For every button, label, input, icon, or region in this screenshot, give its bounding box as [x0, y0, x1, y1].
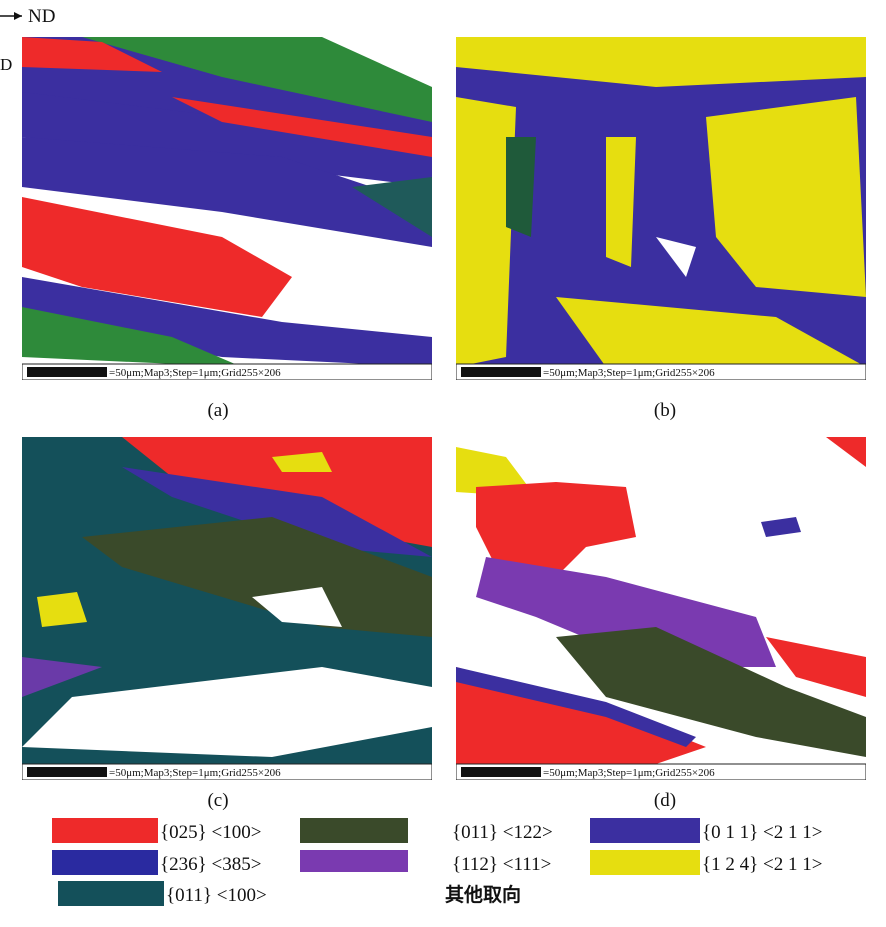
legend-swatch	[590, 850, 700, 875]
legend-label: {011} <100>	[166, 885, 267, 906]
axis-label: ND	[28, 6, 55, 27]
legend-label: {011} <122>	[452, 822, 553, 843]
scale-text: =50μm;Map3;Step=1μm;Grid255×206	[543, 767, 715, 779]
legend-label: {236} <385>	[160, 854, 261, 875]
legend-swatch	[52, 818, 158, 843]
legend-swatch	[58, 881, 164, 906]
legend-swatch	[300, 850, 408, 872]
map-d: =50μm;Map3;Step=1μm;Grid255×206	[456, 437, 866, 780]
panel-label: (b)	[654, 400, 676, 421]
cut-label: D	[0, 55, 12, 74]
scale-text: =50μm;Map3;Step=1μm;Grid255×206	[543, 367, 715, 379]
legend-label: {025} <100>	[160, 822, 261, 843]
panel-label: (a)	[207, 400, 228, 421]
arrow-head	[14, 12, 22, 20]
legend-label: {0 1 1} <2 1 1>	[702, 822, 822, 843]
map-b: =50μm;Map3;Step=1μm;Grid255×206	[456, 37, 866, 380]
panel-label: (d)	[654, 790, 676, 811]
scale-text: =50μm;Map3;Step=1μm;Grid255×206	[109, 367, 281, 379]
legend-label: {1 2 4} <2 1 1>	[702, 854, 822, 875]
legend-label: {112} <111>	[452, 854, 551, 875]
legend-label: 其他取向	[445, 883, 521, 906]
panel-label: (c)	[207, 790, 228, 811]
scale-text: =50μm;Map3;Step=1μm;Grid255×206	[109, 767, 281, 779]
map-a: =50μm;Map3;Step=1μm;Grid255×206	[22, 37, 432, 380]
map-c: =50μm;Map3;Step=1μm;Grid255×206	[22, 437, 432, 780]
legend-swatch	[300, 818, 408, 843]
legend-swatch	[52, 850, 158, 875]
legend-swatch	[590, 818, 700, 843]
